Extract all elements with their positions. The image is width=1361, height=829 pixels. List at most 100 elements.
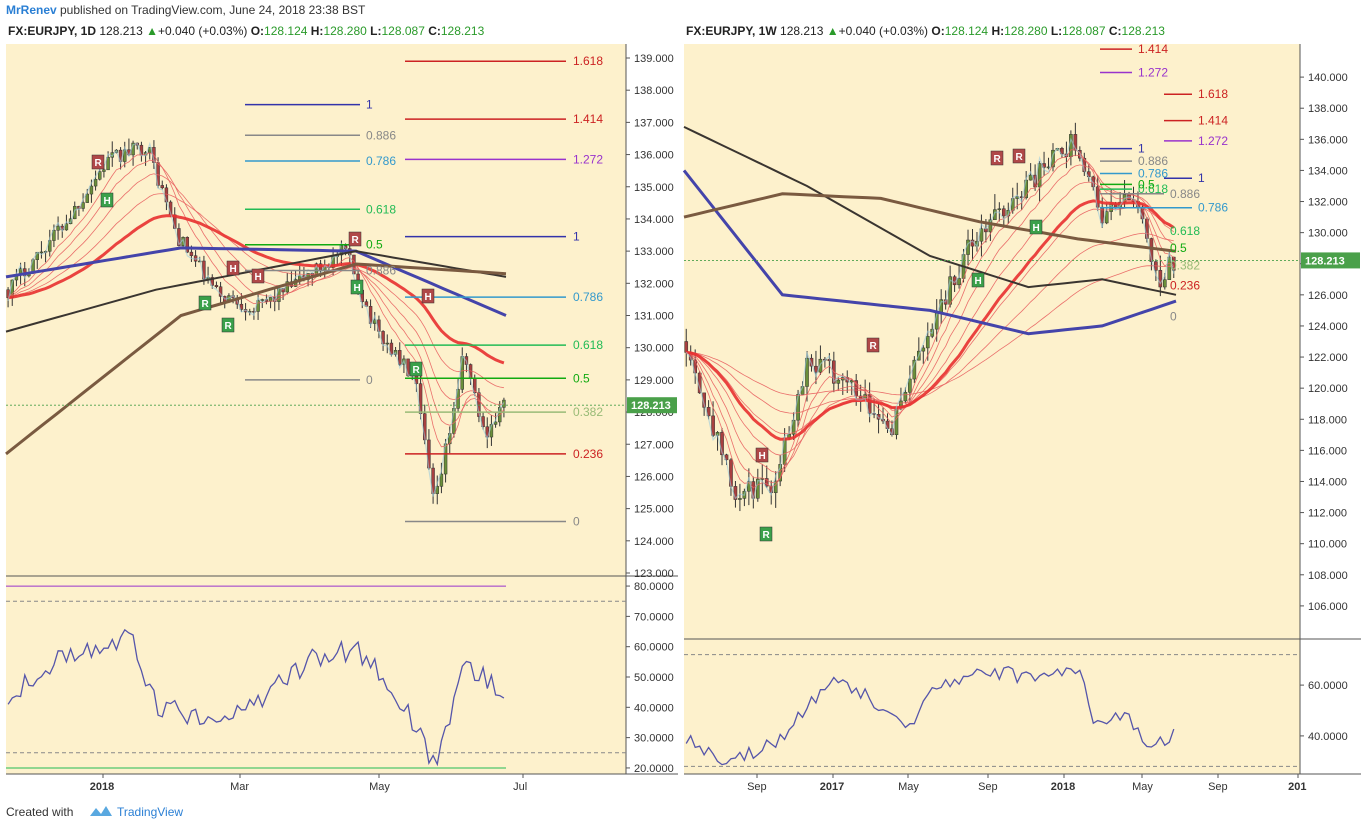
publish-header: MrRenev published on TradingView.com, Ju… xyxy=(0,0,1361,20)
plot-bg xyxy=(684,44,1300,774)
time-tick-label: Sep xyxy=(1208,781,1228,793)
candle-body xyxy=(988,219,993,233)
candle-body xyxy=(385,342,389,345)
candle-body xyxy=(805,357,809,387)
fib-upper-label: 0 xyxy=(366,373,373,387)
price-tick-label: 140.000 xyxy=(1308,72,1348,84)
price-tick-label: 130.000 xyxy=(1308,228,1348,240)
fib-upper-label: 0.886 xyxy=(366,128,396,142)
pattern-marker-label: R xyxy=(352,235,360,246)
price-tick-label: 116.000 xyxy=(1308,445,1347,457)
pattern-marker xyxy=(251,268,265,284)
last-price-badge xyxy=(627,397,677,414)
pattern-marker-label: R xyxy=(870,341,878,352)
candle-body xyxy=(684,341,689,353)
candle-body xyxy=(81,202,85,209)
price-tick-label: 114.000 xyxy=(1308,476,1347,488)
fib-level-label: 0 xyxy=(573,515,580,529)
fast-ma-line xyxy=(685,137,1175,500)
pattern-marker xyxy=(409,361,423,377)
fib-upper-label: 0.886 xyxy=(366,263,396,277)
pattern-marker xyxy=(990,150,1004,166)
time-tick-label: Sep xyxy=(747,781,767,793)
fib-level-label: 0.5 xyxy=(1170,241,1187,255)
rsi-tick-label: 30.0000 xyxy=(634,733,674,745)
pattern-marker-label: R xyxy=(994,154,1002,165)
fib-level-label: 0.618 xyxy=(1138,182,1168,196)
price-tick-label: 135.000 xyxy=(634,182,674,194)
pattern-marker-label: R xyxy=(1016,152,1024,163)
pattern-marker xyxy=(759,526,773,542)
pattern-marker-label: R xyxy=(202,299,210,310)
fib-level-label: 0.886 xyxy=(1138,154,1168,168)
fib-level-label: 0.618 xyxy=(1170,224,1200,238)
author-link[interactable]: MrRenev xyxy=(6,3,57,17)
pattern-marker-label: H xyxy=(975,276,982,287)
price-tick-label: 126.000 xyxy=(1308,290,1348,302)
last-price-badge xyxy=(1301,252,1360,269)
candle-body xyxy=(809,357,814,367)
candle-body xyxy=(398,350,402,365)
tradingview-logo-icon[interactable] xyxy=(88,802,114,825)
candle-body xyxy=(160,185,164,189)
candle-body xyxy=(1167,256,1172,280)
fib-upper-label: 0.618 xyxy=(366,202,396,216)
rsi-line xyxy=(7,628,505,767)
price-tick-label: 139.000 xyxy=(634,53,674,65)
candle-body xyxy=(106,157,110,171)
price-tick-label: 122.000 xyxy=(1308,352,1348,364)
price-tick-label: 124.000 xyxy=(1308,321,1348,333)
weekly-chart-panel[interactable]: FX:EURJPY, 1W 128.213 ▲+0.040 (+0.03%) O… xyxy=(680,22,1361,794)
publish-info: published on TradingView.com, June 24, 2… xyxy=(60,3,366,17)
price-tick-label: 126.000 xyxy=(634,471,674,483)
pattern-marker-label: R xyxy=(413,365,421,376)
price-tick-label: 133.000 xyxy=(634,246,674,258)
price-tick-label: 132.000 xyxy=(634,278,674,290)
candle-body xyxy=(1019,196,1024,199)
rsi-line xyxy=(685,666,1175,766)
ohlc-header: FX:EURJPY, 1D 128.213 ▲+0.040 (+0.03%) O… xyxy=(8,24,485,38)
fib-level-label: 0.5 xyxy=(1138,177,1155,191)
candle-body xyxy=(268,297,273,302)
candle-body xyxy=(73,206,77,220)
pattern-marker-label: H xyxy=(230,264,237,275)
candle-body xyxy=(98,171,102,180)
fib-level-label: 0.786 xyxy=(1138,167,1168,181)
fib-level-label: 1.272 xyxy=(573,152,603,166)
pattern-marker-label: R xyxy=(95,158,103,169)
candle-body xyxy=(1037,163,1042,188)
daily-chart-panel[interactable]: FX:EURJPY, 1D 128.213 ▲+0.040 (+0.03%) O… xyxy=(0,22,678,794)
tradingview-link[interactable]: TradingView xyxy=(117,805,184,819)
candle-body xyxy=(1104,211,1109,224)
rsi-tick-label: 80.0000 xyxy=(634,581,674,593)
fib-level-label: 1.272 xyxy=(1198,134,1228,148)
pattern-marker xyxy=(421,288,435,304)
fib-level-label: 0.236 xyxy=(1170,279,1200,293)
candle-body xyxy=(89,185,94,195)
rsi-tick-label: 40.0000 xyxy=(634,702,674,714)
daily-chart-svg: FX:EURJPY, 1D 128.213 ▲+0.040 (+0.03%) O… xyxy=(0,22,678,794)
last-price-label: 128.213 xyxy=(631,400,671,412)
time-tick-label: 2018 xyxy=(1051,781,1075,793)
pattern-marker xyxy=(91,154,105,170)
weekly-chart-svg: FX:EURJPY, 1W 128.213 ▲+0.040 (+0.03%) O… xyxy=(680,22,1361,794)
fib-level-label: 1 xyxy=(573,230,580,244)
price-tick-label: 136.000 xyxy=(634,150,674,162)
pattern-marker xyxy=(350,279,364,295)
rsi-tick-label: 20.0000 xyxy=(634,763,674,775)
candle-body xyxy=(435,486,439,494)
pattern-marker-label: H xyxy=(759,451,766,462)
candle-body xyxy=(1060,148,1064,155)
pattern-marker xyxy=(226,260,240,276)
candle-body xyxy=(836,379,841,384)
price-tick-label: 134.000 xyxy=(634,214,674,226)
pattern-marker-label: H xyxy=(255,272,262,283)
candle-body xyxy=(711,415,715,436)
plot-bg xyxy=(6,44,626,774)
pattern-marker-label: H xyxy=(104,196,111,207)
price-tick-label: 130.000 xyxy=(634,343,674,355)
pattern-marker-label: H xyxy=(1033,223,1040,234)
fib-level-label: 1.414 xyxy=(1138,42,1168,56)
fib-level-label: 1 xyxy=(1138,142,1145,156)
candle-body xyxy=(102,169,106,172)
